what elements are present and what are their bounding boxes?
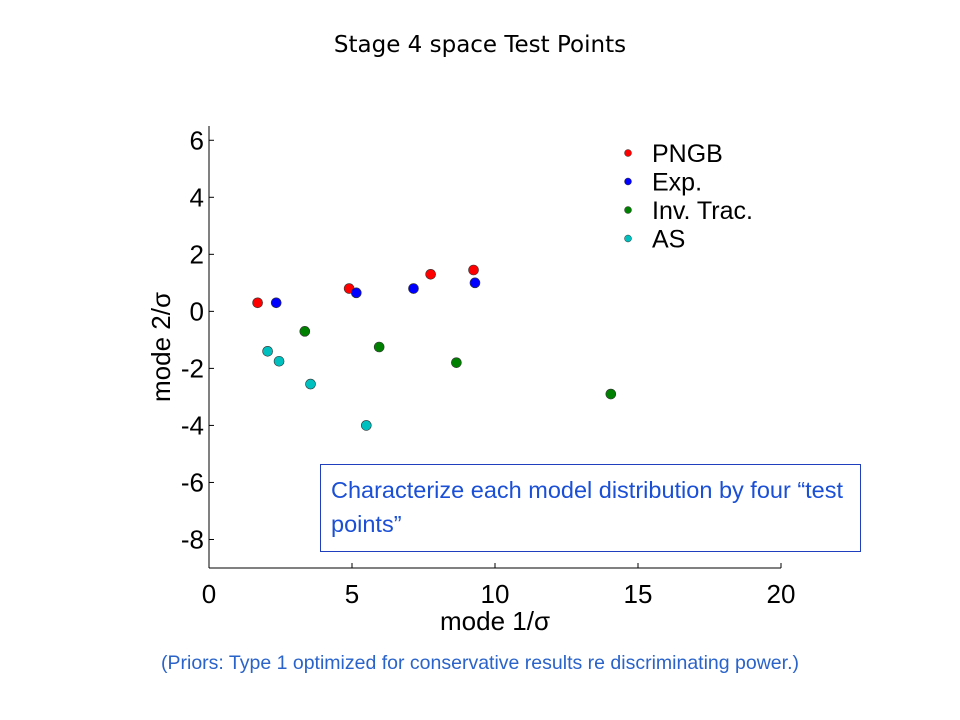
data-point bbox=[270, 297, 282, 309]
y-tick-label: 4 bbox=[190, 182, 204, 212]
data-point bbox=[299, 326, 311, 337]
data-point bbox=[350, 287, 362, 299]
x-axis-label: mode 1/σ bbox=[440, 606, 550, 636]
x-tick-label: 10 bbox=[481, 579, 510, 609]
data-point bbox=[451, 357, 462, 368]
x-tick-label: 5 bbox=[345, 579, 359, 609]
y-tick-label: 0 bbox=[190, 296, 204, 326]
legend-marker bbox=[624, 206, 632, 214]
series-3 bbox=[262, 345, 372, 431]
legend-label: Inv. Trac. bbox=[652, 197, 753, 225]
y-tick-label: -6 bbox=[181, 467, 204, 497]
y-tick-label: 6 bbox=[190, 125, 204, 155]
y-tick-label: -8 bbox=[181, 524, 204, 554]
data-point bbox=[360, 420, 372, 431]
series-1 bbox=[270, 277, 481, 309]
data-point bbox=[425, 268, 436, 280]
legend-marker bbox=[624, 234, 632, 243]
series-2 bbox=[299, 326, 617, 400]
y-axis-label: mode 2/σ bbox=[146, 292, 176, 402]
footnote: (Priors: Type 1 optimized for conservati… bbox=[161, 652, 799, 674]
slide-title: Stage 4 space Test Points bbox=[333, 32, 627, 58]
data-point bbox=[273, 355, 285, 367]
x-tick-label: 20 bbox=[767, 579, 796, 609]
series-0 bbox=[252, 264, 479, 309]
data-point bbox=[373, 341, 385, 353]
legend-label: PNGB bbox=[652, 140, 723, 168]
legend-marker bbox=[624, 149, 632, 157]
annotation-box: Characterize each model distribution by … bbox=[320, 464, 861, 552]
data-point bbox=[605, 388, 617, 400]
y-tick-label: -2 bbox=[181, 353, 204, 383]
y-tick-label: -4 bbox=[181, 410, 204, 440]
data-point bbox=[408, 283, 419, 294]
data-point bbox=[468, 264, 479, 276]
x-tick-label: 15 bbox=[624, 579, 653, 609]
legend-marker bbox=[624, 177, 632, 186]
data-points bbox=[252, 264, 617, 431]
legend-label: Exp. bbox=[652, 169, 702, 197]
legend-label: AS bbox=[652, 226, 685, 254]
data-point bbox=[469, 277, 481, 289]
x-tick-label: 0 bbox=[202, 579, 216, 609]
data-point bbox=[252, 297, 263, 309]
y-tick-label: 2 bbox=[190, 239, 204, 269]
data-point bbox=[262, 345, 273, 357]
data-point bbox=[305, 378, 316, 390]
